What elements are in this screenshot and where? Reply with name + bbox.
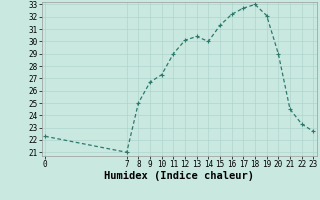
X-axis label: Humidex (Indice chaleur): Humidex (Indice chaleur) bbox=[104, 171, 254, 181]
